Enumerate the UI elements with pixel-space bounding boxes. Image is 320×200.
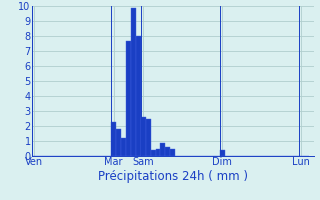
Bar [111, 121, 116, 156]
Bar [146, 118, 151, 156]
Bar [220, 150, 225, 156]
Bar [121, 138, 126, 156]
Bar [170, 148, 175, 156]
X-axis label: Précipitations 24h ( mm ): Précipitations 24h ( mm ) [98, 170, 248, 183]
Bar [131, 7, 136, 156]
Bar [116, 129, 121, 156]
Bar [136, 36, 141, 156]
Bar [156, 148, 160, 156]
Bar [141, 117, 146, 156]
Bar [151, 150, 156, 156]
Bar [160, 142, 165, 156]
Bar [165, 147, 170, 156]
Bar [126, 40, 131, 156]
